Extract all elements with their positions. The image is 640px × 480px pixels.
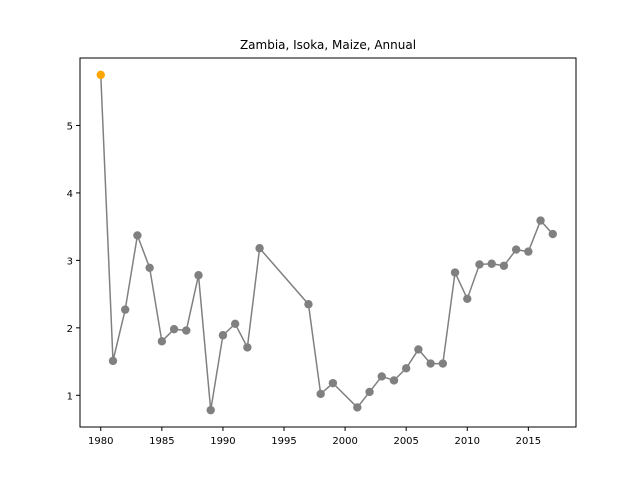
data-point xyxy=(316,389,325,399)
y-tick-label: 5 xyxy=(67,121,73,132)
data-point xyxy=(463,294,472,304)
data-point xyxy=(182,326,191,335)
data-point xyxy=(243,343,252,352)
data-point xyxy=(377,372,386,381)
data-point xyxy=(328,378,338,388)
data-point xyxy=(255,244,264,253)
data-point xyxy=(450,268,460,277)
data-point xyxy=(145,263,154,272)
plot-area: 1980 1985 1990 1995 2000 2005 2010 2015 1 2 3 4 5 xyxy=(67,70,557,447)
axes-frame xyxy=(79,57,577,428)
x-tick-label: 2010 xyxy=(455,436,480,447)
data-point xyxy=(426,359,435,368)
data-point xyxy=(353,403,362,412)
data-point xyxy=(121,305,130,314)
y-tick-label: 4 xyxy=(67,189,73,200)
highlighted-data-point xyxy=(96,70,105,80)
data-point xyxy=(194,271,203,280)
data-point xyxy=(487,259,496,268)
data-point xyxy=(536,216,545,225)
data-point xyxy=(438,359,448,368)
data-point xyxy=(524,247,533,256)
x-tick-label: 2015 xyxy=(516,436,541,447)
data-point xyxy=(389,376,399,385)
data-point xyxy=(414,345,423,354)
data-point xyxy=(169,324,179,334)
y-tick-label: 3 xyxy=(67,256,73,267)
x-tick-label: 1985 xyxy=(149,436,174,447)
data-point xyxy=(218,331,228,340)
x-tick-label: 1995 xyxy=(271,436,296,447)
data-point xyxy=(304,300,313,309)
series-line xyxy=(100,74,554,411)
data-point xyxy=(157,337,167,346)
data-point xyxy=(499,261,509,270)
data-point xyxy=(401,364,411,373)
y-tick-label: 1 xyxy=(67,391,73,402)
data-point xyxy=(133,231,142,240)
chart-title: Zambia, Isoka, Maize, Annual xyxy=(240,38,416,52)
x-tick-label: 1980 xyxy=(88,436,113,447)
data-point xyxy=(475,260,484,269)
x-tick-label: 2005 xyxy=(393,436,418,447)
data-point xyxy=(511,245,521,254)
x-tick-label: 1990 xyxy=(210,436,235,447)
data-point xyxy=(365,387,374,397)
x-tick-label: 2000 xyxy=(332,436,357,447)
data-point xyxy=(548,229,557,239)
data-point xyxy=(206,405,215,415)
y-tick-label: 2 xyxy=(67,324,73,335)
data-point xyxy=(108,356,118,366)
data-point xyxy=(230,319,240,328)
